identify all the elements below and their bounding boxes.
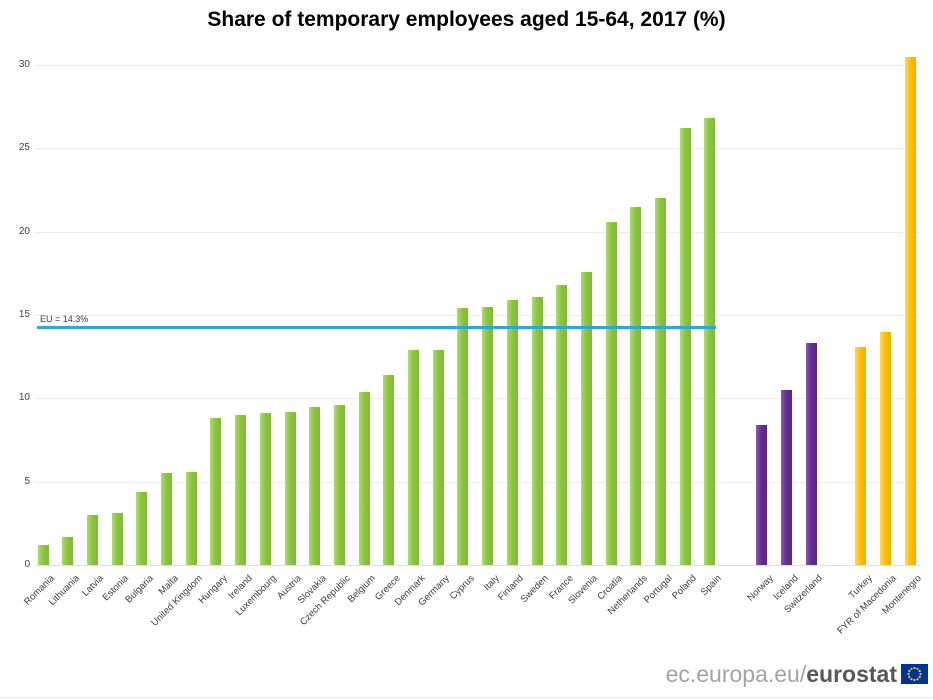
bar-portugal bbox=[655, 198, 666, 565]
eu-average-label: EU = 14.3% bbox=[40, 313, 89, 324]
footer-url-prefix: ec.europa.eu/ bbox=[665, 660, 807, 687]
bar-sweden bbox=[531, 296, 543, 565]
bar-belgium bbox=[358, 391, 370, 565]
bar-romania bbox=[37, 545, 49, 565]
bar-norway bbox=[756, 425, 768, 565]
ytick-label-0: 0 bbox=[24, 559, 30, 570]
bottom-divider bbox=[0, 697, 933, 698]
bar-spain bbox=[704, 118, 716, 565]
eu-flag-icon bbox=[901, 664, 928, 684]
bar-malta bbox=[161, 473, 172, 565]
bar-slovakia bbox=[309, 406, 321, 565]
gridline-y20 bbox=[35, 231, 921, 233]
bar-cyprus bbox=[457, 308, 469, 565]
bar-poland bbox=[679, 128, 691, 565]
bar-estonia bbox=[111, 513, 123, 565]
bar-france bbox=[556, 285, 568, 565]
eu-average-line bbox=[37, 325, 717, 329]
ytick-label-25: 25 bbox=[18, 142, 30, 154]
ytick-label-30: 30 bbox=[18, 59, 30, 70]
gridline-y0 bbox=[35, 565, 921, 566]
bar-montenegro bbox=[904, 56, 916, 565]
chart-title: Share of temporary employees aged 15-64,… bbox=[207, 8, 726, 31]
gridline-y15 bbox=[35, 315, 921, 316]
bar-iceland bbox=[781, 390, 792, 565]
ytick-label-15: 15 bbox=[18, 309, 30, 320]
bar-germany bbox=[432, 350, 444, 565]
ytick-label-10: 10 bbox=[18, 392, 30, 404]
gridline-y10 bbox=[35, 398, 921, 400]
footer-url-eurostat: eurostat bbox=[806, 660, 897, 687]
bar-austria bbox=[284, 411, 296, 565]
bar-latvia bbox=[86, 515, 98, 565]
bar-ireland bbox=[235, 415, 247, 565]
bar-slovenia bbox=[580, 271, 592, 565]
bar-greece bbox=[383, 375, 395, 565]
bar-hungary bbox=[210, 418, 222, 565]
bar-luxembourg bbox=[259, 413, 271, 565]
bar-turkey bbox=[855, 346, 867, 565]
bar-netherlands bbox=[630, 206, 642, 565]
bar-finland bbox=[506, 300, 518, 565]
bar-czech-republic bbox=[333, 405, 345, 565]
bar-croatia bbox=[605, 221, 617, 565]
bar-bulgaria bbox=[136, 491, 148, 565]
bar-switzerland bbox=[805, 343, 817, 565]
bar-lithuania bbox=[62, 536, 74, 565]
gridline-y25 bbox=[35, 148, 921, 150]
bar-italy bbox=[482, 306, 494, 565]
bar-denmark bbox=[408, 350, 419, 565]
gridline-y30 bbox=[35, 65, 921, 66]
ytick-label-20: 20 bbox=[18, 225, 30, 237]
bar-fyr-of-macedonia bbox=[879, 331, 891, 565]
bar-united-kingdom bbox=[185, 471, 197, 565]
footer-logo: ec.europa.eu/ eurostat bbox=[666, 659, 928, 689]
ytick-label-5: 5 bbox=[24, 475, 30, 487]
gridline-y5 bbox=[35, 481, 921, 483]
eu-flag-stars bbox=[907, 666, 922, 682]
